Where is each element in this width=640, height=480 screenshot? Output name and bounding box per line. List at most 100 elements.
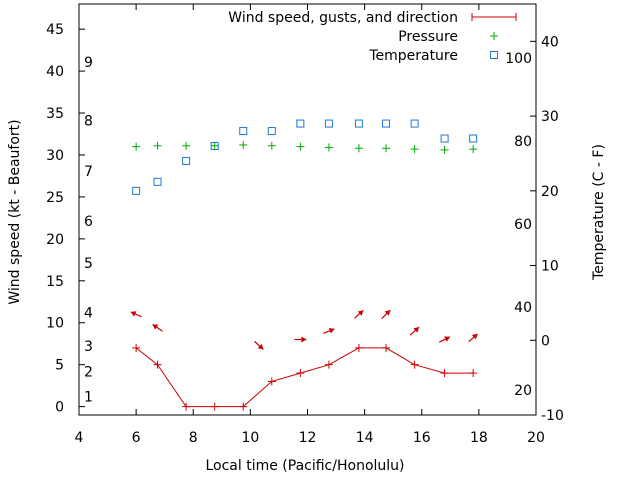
y-left-tick-label: 15 — [46, 274, 64, 290]
pressure-point — [324, 143, 333, 152]
pressure-point — [210, 141, 219, 150]
wind-speed-point — [440, 369, 449, 378]
temperature-point — [182, 156, 191, 165]
fahrenheit-label: 80 — [514, 134, 532, 150]
beaufort-label: 4 — [84, 306, 93, 322]
beaufort-label: 9 — [84, 55, 93, 71]
x-tick-label: 6 — [132, 430, 141, 446]
beaufort-label: 6 — [84, 214, 93, 230]
wind-direction-arrow — [438, 336, 451, 343]
y-right-tick-label: 0 — [541, 333, 550, 349]
pressure-point — [239, 140, 248, 149]
fahrenheit-label: 40 — [514, 300, 532, 316]
wind-speed-point — [267, 377, 276, 386]
wind-direction-arrow — [323, 327, 335, 334]
wind-speed-point — [182, 402, 191, 411]
wind-speed-point — [132, 343, 141, 352]
beaufort-label: 3 — [84, 339, 93, 355]
legend-swatch-temperature — [490, 51, 498, 59]
plot-border — [78, 3, 537, 416]
y-right-tick-label: 40 — [541, 34, 559, 50]
x-tick-label: 16 — [413, 430, 431, 446]
x-tick-label: 8 — [189, 430, 198, 446]
legend-label: Temperature — [368, 48, 458, 64]
series-layer — [130, 119, 479, 411]
x-axis-label: Local time (Pacific/Honolulu) — [205, 458, 404, 474]
temperature-point — [267, 127, 276, 136]
wind-speed-point — [469, 369, 478, 378]
temperature-point — [440, 134, 449, 143]
wind-speed-line — [135, 347, 474, 408]
wind-speed-point — [324, 360, 333, 369]
fahrenheit-label: 100 — [505, 51, 532, 67]
y-axis-left-label: Wind speed (kt - Beaufort) — [7, 119, 23, 304]
pressure-point — [410, 145, 419, 154]
y-left-tick-label: 45 — [46, 22, 64, 38]
x-tick-label: 10 — [241, 430, 259, 446]
y-right-tick-label: 30 — [541, 109, 559, 125]
legend-label: Wind speed, gusts, and direction — [228, 10, 458, 26]
pressure-point — [153, 141, 162, 150]
wind-direction-arrow — [409, 326, 420, 336]
pressure-point — [440, 145, 449, 154]
x-tick-label: 4 — [75, 430, 84, 446]
temperature-point — [210, 141, 219, 150]
legend-label: Pressure — [398, 29, 458, 45]
y-left-tick-label: 0 — [55, 400, 64, 416]
x-tick-label: 14 — [356, 430, 374, 446]
wind-direction-arrow — [381, 309, 391, 320]
wind-speed-point — [153, 360, 162, 369]
wind-direction-arrow — [254, 340, 264, 350]
y-left-tick-label: 40 — [46, 64, 64, 80]
pressure-point — [296, 142, 305, 151]
pressure-point — [382, 144, 391, 153]
temperature-point — [354, 119, 363, 128]
legend: Wind speed, gusts, and direction Pressure… — [228, 10, 517, 64]
fahrenheit-label: 60 — [514, 217, 532, 233]
beaufort-label: 8 — [84, 114, 93, 130]
beaufort-label: 7 — [84, 164, 93, 180]
wind-speed-point — [296, 369, 305, 378]
y-left-tick-label: 30 — [46, 148, 64, 164]
wind-direction-arrow — [468, 333, 479, 343]
wind-speed-point — [210, 402, 219, 411]
y-right-tick-label: -10 — [541, 408, 564, 424]
temperature-point — [382, 119, 391, 128]
y-left-tick-label: 5 — [55, 358, 64, 374]
y-axis-right-label: Temperature (C - F) — [591, 144, 607, 281]
beaufort-label: 1 — [84, 390, 93, 406]
wind-direction-arrow — [130, 311, 142, 318]
wind-speed-point — [410, 360, 419, 369]
pressure-point — [267, 141, 276, 150]
y-right-tick-label: 10 — [541, 259, 559, 275]
y-left-tick-label: 20 — [46, 232, 64, 248]
y-left-tick-label: 10 — [46, 316, 64, 332]
pressure-point — [132, 142, 141, 151]
temperature-point — [410, 119, 419, 128]
pressure-point — [469, 145, 478, 154]
x-tick-label: 12 — [299, 430, 317, 446]
wind-speed-point — [354, 343, 363, 352]
temperature-point — [324, 119, 333, 128]
wind-direction-arrow — [354, 309, 364, 319]
temperature-point — [153, 177, 162, 186]
temperature-point — [132, 186, 141, 195]
beaufort-label: 2 — [84, 364, 93, 380]
y-left-tick-label: 25 — [46, 190, 64, 206]
temperature-point — [469, 134, 478, 143]
wind-direction-arrow — [152, 323, 163, 332]
temperature-point — [296, 119, 305, 128]
beaufort-label: 5 — [84, 256, 93, 272]
pressure-point — [182, 141, 191, 150]
y-left-tick-label: 35 — [46, 106, 64, 122]
wind-speed-point — [239, 402, 248, 411]
x-tick-label: 18 — [470, 430, 488, 446]
y-right-tick-label: 20 — [541, 184, 559, 200]
plot-frame — [78, 3, 537, 416]
pressure-point — [354, 144, 363, 153]
temperature-point — [239, 127, 248, 136]
axes: 4 6 8 10 12 14 16 18 20051015202530354045-100102… — [46, 4, 564, 446]
fahrenheit-label: 20 — [514, 383, 532, 399]
wind-direction-arrow — [294, 336, 307, 343]
